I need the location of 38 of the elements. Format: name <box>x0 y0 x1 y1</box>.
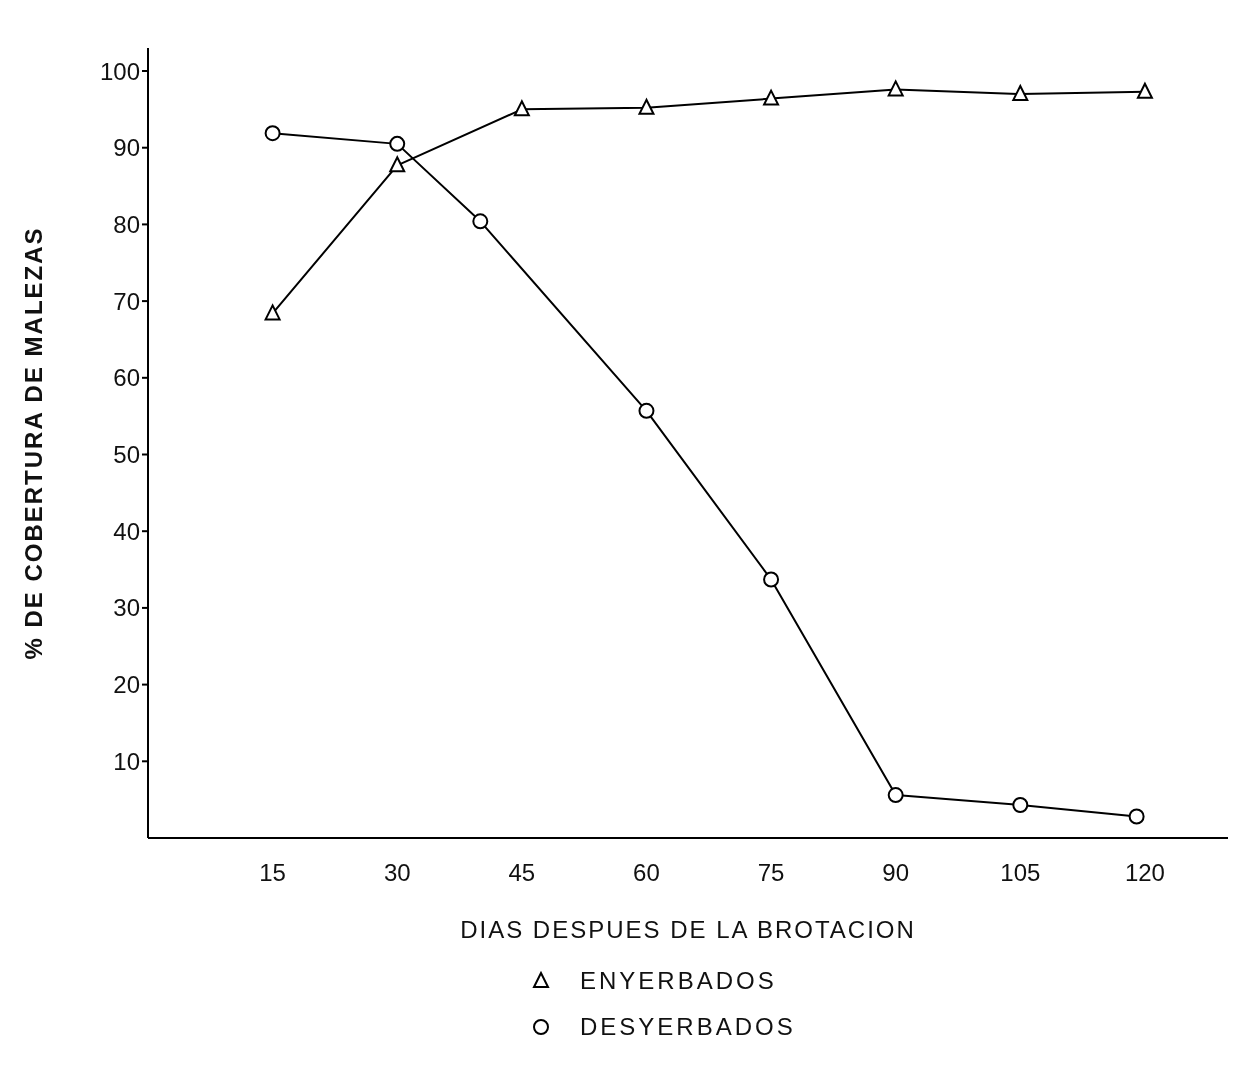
x-tick-label: 75 <box>757 859 785 887</box>
point <box>1136 82 1153 99</box>
x-tick-label: 15 <box>259 859 286 887</box>
point <box>1012 797 1029 814</box>
y-tick-label: 30 <box>113 594 140 622</box>
point <box>389 156 406 173</box>
y-tick-label: 90 <box>113 134 140 162</box>
y-tick-label: 10 <box>113 747 140 775</box>
y-tick-label: 40 <box>113 517 140 545</box>
point <box>1012 85 1029 102</box>
y-tick-label: 60 <box>113 364 140 392</box>
x-tick-label: 105 <box>1000 859 1041 887</box>
point <box>638 402 655 419</box>
point <box>638 98 655 115</box>
legend-label: ENYERBADOS <box>580 967 777 995</box>
y-tick-label: 80 <box>113 210 140 238</box>
y-tick-label: 70 <box>113 287 140 315</box>
point <box>264 304 281 321</box>
point <box>887 787 904 804</box>
x-axis-title: DIAS DESPUES DE LA BROTACION <box>460 916 916 943</box>
point <box>472 213 489 230</box>
point <box>1128 808 1145 825</box>
y-axis-title: % DE COBERTURA DE MALEZAS <box>19 226 47 660</box>
x-tick-label: 60 <box>633 859 660 887</box>
legend-label: DESYERBADOS <box>580 1013 796 1041</box>
x-tick-label: 90 <box>882 859 910 887</box>
point <box>389 135 406 152</box>
y-tick-label: 50 <box>113 441 140 469</box>
x-tick-label: 45 <box>508 859 536 887</box>
x-tick-label: 30 <box>383 859 411 887</box>
point <box>763 571 780 588</box>
point <box>264 125 281 142</box>
point <box>887 80 904 97</box>
y-tick-label: 100 <box>99 57 140 85</box>
x-tick-label: 120 <box>1124 859 1165 887</box>
point <box>513 100 530 117</box>
y-tick-label: 20 <box>113 671 140 699</box>
point <box>763 89 780 106</box>
